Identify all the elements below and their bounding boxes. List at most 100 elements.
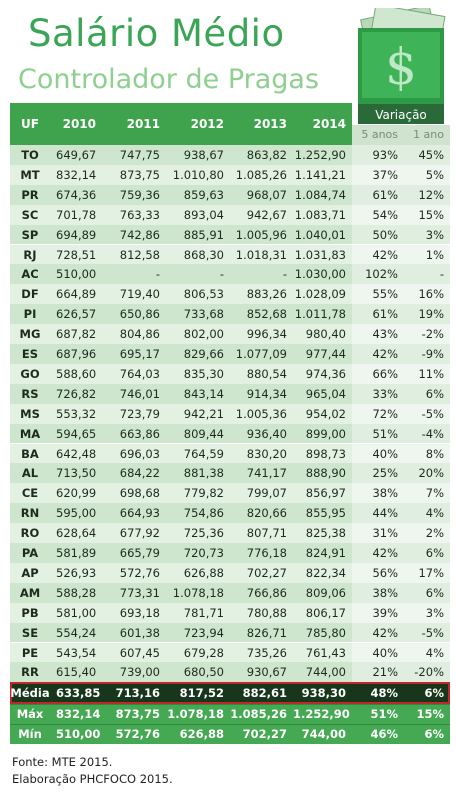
value-cell: 554,24 bbox=[56, 625, 97, 640]
value-cell: 642,48 bbox=[56, 446, 97, 461]
uf-cell: RJ bbox=[23, 247, 37, 262]
value-cell: 626,88 bbox=[183, 565, 224, 580]
value-cell: 741,17 bbox=[246, 466, 287, 481]
value-cell: 1.011,78 bbox=[294, 307, 346, 322]
value-cell: 806,53 bbox=[183, 287, 224, 302]
row-bg-variation bbox=[352, 423, 450, 444]
row-bg-variation bbox=[352, 523, 450, 543]
header-cell: 2010 bbox=[62, 117, 96, 131]
value-cell: 628,64 bbox=[56, 526, 97, 541]
value-cell: 954,02 bbox=[305, 406, 346, 421]
uf-cell: PI bbox=[23, 307, 37, 322]
row-bg bbox=[10, 463, 352, 484]
value-cell: 773,31 bbox=[119, 585, 160, 600]
uf-cell: RR bbox=[21, 665, 39, 680]
summary-cell: 938,30 bbox=[301, 686, 346, 701]
value-cell: 37% bbox=[372, 167, 398, 182]
value-cell: 764,03 bbox=[119, 366, 160, 381]
uf-cell: ES bbox=[21, 347, 39, 361]
footer: Fonte: MTE 2015. Elaboração PHCFOCO 2015… bbox=[12, 754, 173, 788]
value-cell: 66% bbox=[372, 366, 398, 381]
value-cell: - bbox=[439, 267, 444, 282]
value-cell: 15% bbox=[418, 207, 444, 222]
row-bg-variation bbox=[352, 244, 450, 265]
value-cell: 830,20 bbox=[246, 446, 287, 461]
row-bg bbox=[10, 184, 352, 205]
value-cell: - bbox=[155, 267, 160, 282]
value-cell: -4% bbox=[421, 426, 444, 441]
row-bg-variation bbox=[352, 264, 450, 285]
header-cell: UF bbox=[21, 117, 39, 131]
value-cell: 56% bbox=[372, 565, 398, 580]
value-cell: 40% bbox=[372, 645, 398, 660]
value-cell: 822,34 bbox=[305, 565, 346, 580]
value-cell: 11% bbox=[418, 366, 444, 381]
uf-cell: AL bbox=[21, 466, 39, 481]
value-cell: 6% bbox=[425, 585, 444, 600]
money-icon: $ bbox=[358, 8, 446, 124]
value-cell: 572,76 bbox=[119, 565, 160, 580]
value-cell: 781,71 bbox=[183, 605, 224, 620]
value-cell: 820,66 bbox=[246, 506, 287, 521]
row-bg bbox=[10, 543, 352, 563]
summary-cell: 873,75 bbox=[115, 707, 160, 722]
value-cell: 1.077,09 bbox=[235, 347, 287, 361]
value-cell: 40% bbox=[372, 446, 398, 461]
row-bg bbox=[10, 662, 352, 683]
uf-cell: AC bbox=[21, 267, 39, 282]
header-cell: 2013 bbox=[253, 117, 287, 131]
value-cell: 832,14 bbox=[56, 167, 97, 182]
value-cell: 726,82 bbox=[56, 386, 97, 401]
value-cell: 4% bbox=[425, 645, 444, 660]
value-cell: 54% bbox=[372, 207, 398, 222]
value-cell: 594,65 bbox=[56, 426, 97, 441]
value-cell: 723,79 bbox=[119, 406, 160, 421]
value-cell: 12% bbox=[418, 187, 444, 202]
row-bg-variation bbox=[352, 164, 450, 185]
value-cell: 856,97 bbox=[305, 486, 346, 501]
value-cell: 8% bbox=[425, 446, 444, 461]
value-cell: 843,14 bbox=[183, 386, 224, 401]
summary-cell: 6% bbox=[424, 686, 444, 701]
uf-cell: AM bbox=[19, 585, 41, 600]
value-cell: 581,00 bbox=[56, 605, 97, 620]
uf-cell: RN bbox=[20, 506, 40, 521]
value-cell: 829,66 bbox=[183, 347, 224, 361]
value-cell: 25% bbox=[372, 466, 398, 481]
row-bg bbox=[10, 602, 352, 623]
row-bg-variation bbox=[352, 602, 450, 623]
value-cell: 759,36 bbox=[119, 187, 160, 202]
value-cell: 588,60 bbox=[56, 366, 97, 381]
value-cell: 6% bbox=[425, 546, 444, 560]
value-cell: 3% bbox=[425, 605, 444, 620]
value-cell: 713,50 bbox=[56, 466, 97, 481]
row-bg-variation bbox=[352, 344, 450, 364]
value-cell: 16% bbox=[418, 287, 444, 302]
value-cell: 5% bbox=[425, 167, 444, 182]
value-cell: 51% bbox=[372, 426, 398, 441]
summary-cell: Média bbox=[10, 686, 50, 701]
badge-label: Variação bbox=[375, 108, 427, 122]
row-bg-variation bbox=[352, 284, 450, 305]
value-cell: 588,28 bbox=[56, 585, 97, 600]
value-cell: 1.030,00 bbox=[294, 267, 346, 282]
summary-cell: 572,76 bbox=[115, 727, 160, 742]
value-cell: 61% bbox=[372, 307, 398, 322]
value-cell: 942,67 bbox=[246, 207, 287, 222]
value-cell: 863,82 bbox=[246, 148, 287, 162]
uf-cell: SP bbox=[21, 227, 39, 242]
value-cell: 3% bbox=[425, 227, 444, 242]
value-cell: 674,36 bbox=[56, 187, 97, 202]
value-cell: 664,93 bbox=[119, 506, 160, 521]
value-cell: 31% bbox=[372, 526, 398, 541]
value-cell: 607,45 bbox=[119, 645, 160, 660]
summary-cell: 882,61 bbox=[242, 686, 287, 701]
value-cell: 650,86 bbox=[119, 307, 160, 322]
row-bg-variation bbox=[352, 543, 450, 563]
value-cell: 754,86 bbox=[183, 506, 224, 521]
row-bg-variation bbox=[352, 562, 450, 583]
value-cell: 1.005,96 bbox=[235, 227, 287, 242]
value-cell: 725,36 bbox=[183, 526, 224, 541]
value-cell: 914,34 bbox=[246, 386, 287, 401]
value-cell: 1% bbox=[425, 247, 444, 262]
